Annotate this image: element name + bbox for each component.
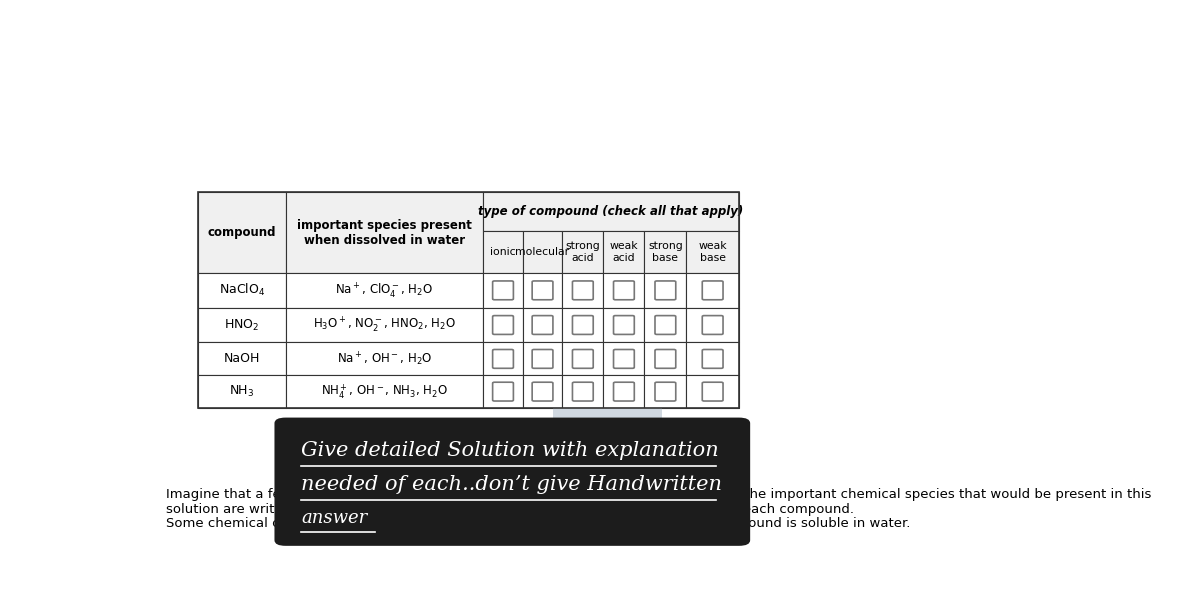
Bar xyxy=(286,273,484,308)
FancyBboxPatch shape xyxy=(532,316,553,334)
Bar xyxy=(644,376,686,408)
Bar xyxy=(484,376,523,408)
FancyBboxPatch shape xyxy=(655,281,676,300)
Bar xyxy=(563,376,604,408)
Text: strong
base: strong base xyxy=(648,241,683,263)
Bar xyxy=(286,376,484,408)
Text: strong
acid: strong acid xyxy=(565,241,600,263)
FancyBboxPatch shape xyxy=(655,382,676,401)
Bar xyxy=(604,231,644,273)
FancyBboxPatch shape xyxy=(613,350,635,368)
Bar xyxy=(686,308,739,342)
Text: Na$^+$, OH$^-$, H$_2$O: Na$^+$, OH$^-$, H$_2$O xyxy=(337,350,432,368)
FancyBboxPatch shape xyxy=(275,418,750,546)
Text: NH$_3$: NH$_3$ xyxy=(229,384,254,399)
Bar xyxy=(286,342,484,376)
FancyBboxPatch shape xyxy=(613,316,635,334)
FancyBboxPatch shape xyxy=(572,281,593,300)
FancyBboxPatch shape xyxy=(493,281,514,300)
FancyBboxPatch shape xyxy=(702,382,724,401)
Bar xyxy=(484,192,739,231)
Bar xyxy=(553,408,661,427)
FancyBboxPatch shape xyxy=(655,316,676,334)
Bar xyxy=(686,231,739,273)
Text: type of compound (check all that apply): type of compound (check all that apply) xyxy=(479,205,744,218)
Text: weak
base: weak base xyxy=(698,241,727,263)
Text: NaOH: NaOH xyxy=(223,353,260,365)
FancyBboxPatch shape xyxy=(493,316,514,334)
FancyBboxPatch shape xyxy=(572,382,593,401)
Text: molecular: molecular xyxy=(516,247,570,257)
Bar xyxy=(686,342,739,376)
FancyBboxPatch shape xyxy=(572,316,593,334)
Text: Imagine that a few tenths of a mole of each compound is dissolved in a liter of : Imagine that a few tenths of a mole of e… xyxy=(166,488,1151,516)
Bar xyxy=(198,376,286,408)
FancyBboxPatch shape xyxy=(655,350,676,368)
Text: Na$^+$, ClO$_4^-$, H$_2$O: Na$^+$, ClO$_4^-$, H$_2$O xyxy=(336,281,433,300)
Bar xyxy=(604,342,644,376)
FancyBboxPatch shape xyxy=(613,281,635,300)
Bar xyxy=(198,273,286,308)
Bar xyxy=(523,273,563,308)
Bar xyxy=(484,342,523,376)
Text: H$_3$O$^+$, NO$_2^-$, HNO$_2$, H$_2$O: H$_3$O$^+$, NO$_2^-$, HNO$_2$, H$_2$O xyxy=(313,316,456,334)
Text: HNO$_2$: HNO$_2$ xyxy=(224,317,259,333)
Text: needed of each..don’t give Handwritten: needed of each..don’t give Handwritten xyxy=(301,475,722,494)
Bar xyxy=(198,192,286,273)
Text: Give detailed Solution with explanation: Give detailed Solution with explanation xyxy=(301,441,719,459)
Bar xyxy=(563,342,604,376)
Bar xyxy=(286,308,484,342)
Bar xyxy=(563,231,604,273)
Bar xyxy=(644,342,686,376)
Bar xyxy=(198,308,286,342)
Bar xyxy=(604,308,644,342)
Text: NaClO$_4$: NaClO$_4$ xyxy=(218,282,265,299)
Bar xyxy=(644,231,686,273)
Text: weak
acid: weak acid xyxy=(610,241,638,263)
Text: ionic: ionic xyxy=(491,247,516,257)
Bar xyxy=(484,231,523,273)
FancyBboxPatch shape xyxy=(702,350,724,368)
Bar xyxy=(644,273,686,308)
Bar xyxy=(523,231,563,273)
Bar xyxy=(484,273,523,308)
FancyBboxPatch shape xyxy=(532,382,553,401)
Bar xyxy=(644,308,686,342)
FancyBboxPatch shape xyxy=(532,350,553,368)
Bar xyxy=(523,308,563,342)
Bar xyxy=(198,342,286,376)
Bar xyxy=(686,273,739,308)
Bar xyxy=(484,308,523,342)
Text: answer: answer xyxy=(301,509,367,527)
FancyBboxPatch shape xyxy=(493,350,514,368)
FancyBboxPatch shape xyxy=(702,316,724,334)
Bar xyxy=(563,308,604,342)
Text: compound: compound xyxy=(208,226,276,239)
Text: Some chemical compounds are listed in the first column of the table below. Each : Some chemical compounds are listed in th… xyxy=(166,517,910,530)
Bar xyxy=(523,376,563,408)
FancyBboxPatch shape xyxy=(572,350,593,368)
Text: important species present
when dissolved in water: important species present when dissolved… xyxy=(298,219,472,246)
FancyBboxPatch shape xyxy=(613,382,635,401)
FancyBboxPatch shape xyxy=(493,382,514,401)
FancyBboxPatch shape xyxy=(702,281,724,300)
Bar xyxy=(686,376,739,408)
Bar xyxy=(604,273,644,308)
Bar xyxy=(563,273,604,308)
Text: NH$_4^+$, OH$^-$, NH$_3$, H$_2$O: NH$_4^+$, OH$^-$, NH$_3$, H$_2$O xyxy=(320,382,448,401)
Bar xyxy=(523,342,563,376)
Bar xyxy=(604,376,644,408)
FancyBboxPatch shape xyxy=(532,281,553,300)
